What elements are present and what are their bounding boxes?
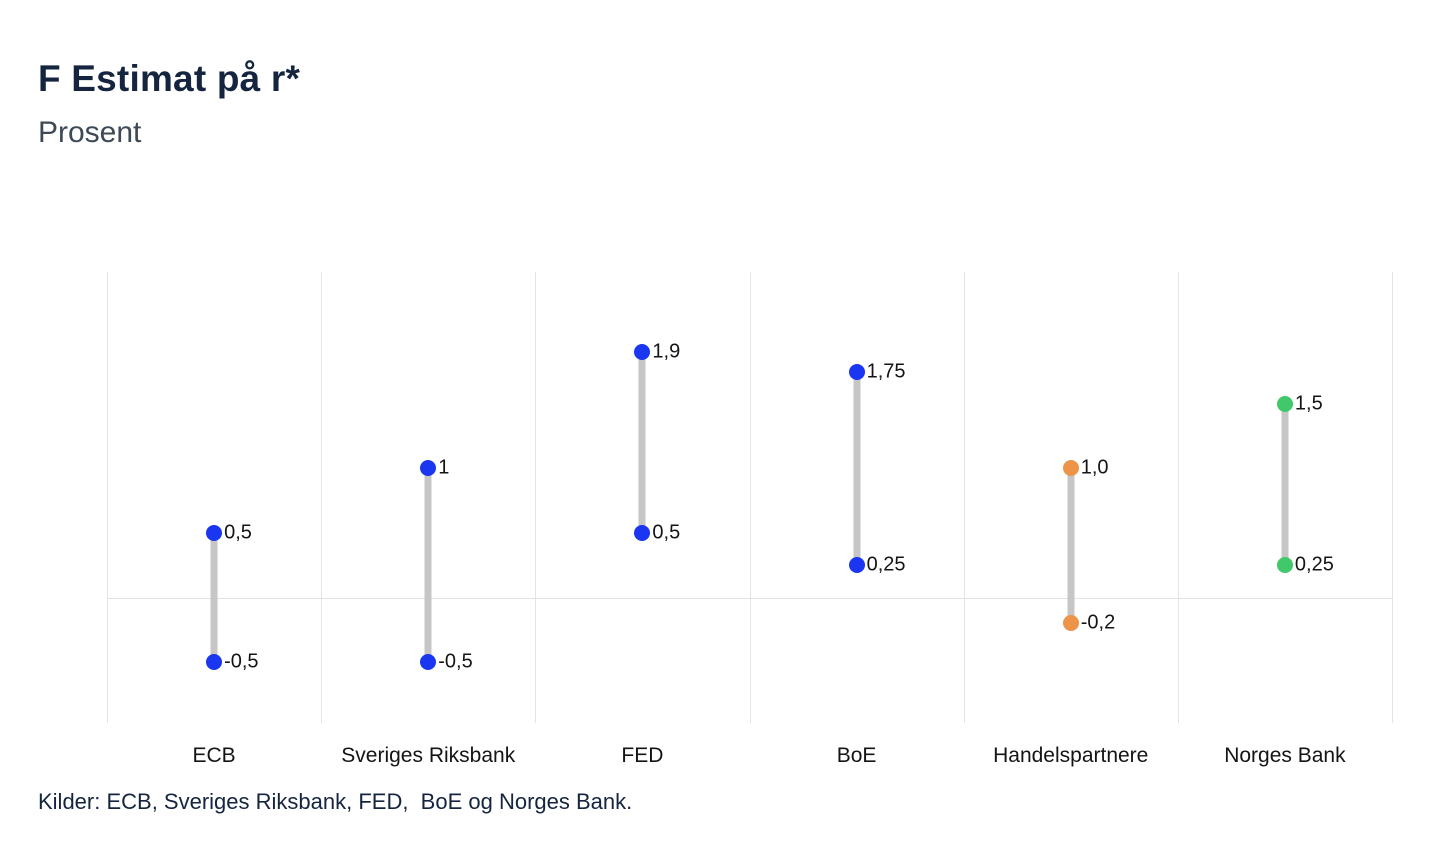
value-label-high: 1,5 (1294, 392, 1323, 415)
dumbbell-connector (638, 352, 646, 534)
data-point-low (206, 654, 223, 671)
chart-subtitle: Prosent (38, 116, 142, 149)
data-point-high (848, 363, 865, 380)
value-label-low: -0,5 (438, 650, 473, 673)
x-axis-label: FED (621, 744, 664, 767)
data-point-high (420, 460, 437, 477)
gridline-vertical (535, 272, 537, 723)
dumbbell-connector (424, 468, 432, 663)
value-label-low: 0,5 (652, 521, 681, 544)
gridline-vertical (1177, 272, 1179, 723)
data-point-low (848, 557, 865, 574)
data-point-low (420, 654, 437, 671)
data-point-low (1276, 557, 1293, 574)
gridline-vertical (963, 272, 965, 723)
x-axis: ECB Sveriges Riksbank FED BoE Handelspartner… (107, 744, 1392, 774)
data-point-low (1062, 615, 1079, 632)
data-point-high (1062, 460, 1079, 477)
value-label-high: 1,0 (1080, 456, 1109, 479)
dumbbell-connector (1067, 468, 1075, 624)
value-label-low: 0,25 (866, 553, 906, 576)
value-label-high: 0,5 (224, 521, 252, 544)
gridline-vertical (321, 272, 323, 723)
x-axis-label: ECB (192, 744, 236, 767)
value-label-low: 0,25 (1294, 553, 1334, 576)
source-note: Kilder: ECB, Sveriges Riksbank, FED, BoE… (38, 789, 633, 814)
dumbbell-connector (210, 533, 218, 663)
dumbbell-connector (1281, 403, 1289, 566)
value-label-high: 1,9 (652, 340, 681, 363)
x-axis-label: Handelspartnere (993, 744, 1149, 767)
x-axis-label: Sveriges Riksbank (341, 744, 516, 767)
chart-title: F Estimat på r* (38, 58, 301, 99)
x-axis-label: BoE (836, 744, 877, 767)
data-point-low (634, 525, 651, 542)
data-point-high (634, 344, 651, 361)
x-axis-label: Norges Bank (1224, 744, 1346, 767)
value-label-low: -0,2 (1080, 611, 1116, 634)
gridline-vertical (1392, 272, 1393, 723)
plot-area: 0,5 -0,5 1 -0,5 1,9 0,5 1,75 0,25 1,0 -0,2 1,5 0,25 (107, 272, 1393, 723)
gridline-vertical (749, 272, 751, 723)
gridline-vertical (107, 272, 108, 723)
value-label-high: 1,75 (866, 360, 906, 382)
value-label-low: -0,5 (224, 650, 259, 673)
value-label-high: 1 (438, 456, 450, 479)
dumbbell-connector (853, 371, 861, 566)
data-point-high (1276, 395, 1293, 412)
zero-gridline (107, 597, 1392, 599)
data-point-high (206, 525, 223, 542)
